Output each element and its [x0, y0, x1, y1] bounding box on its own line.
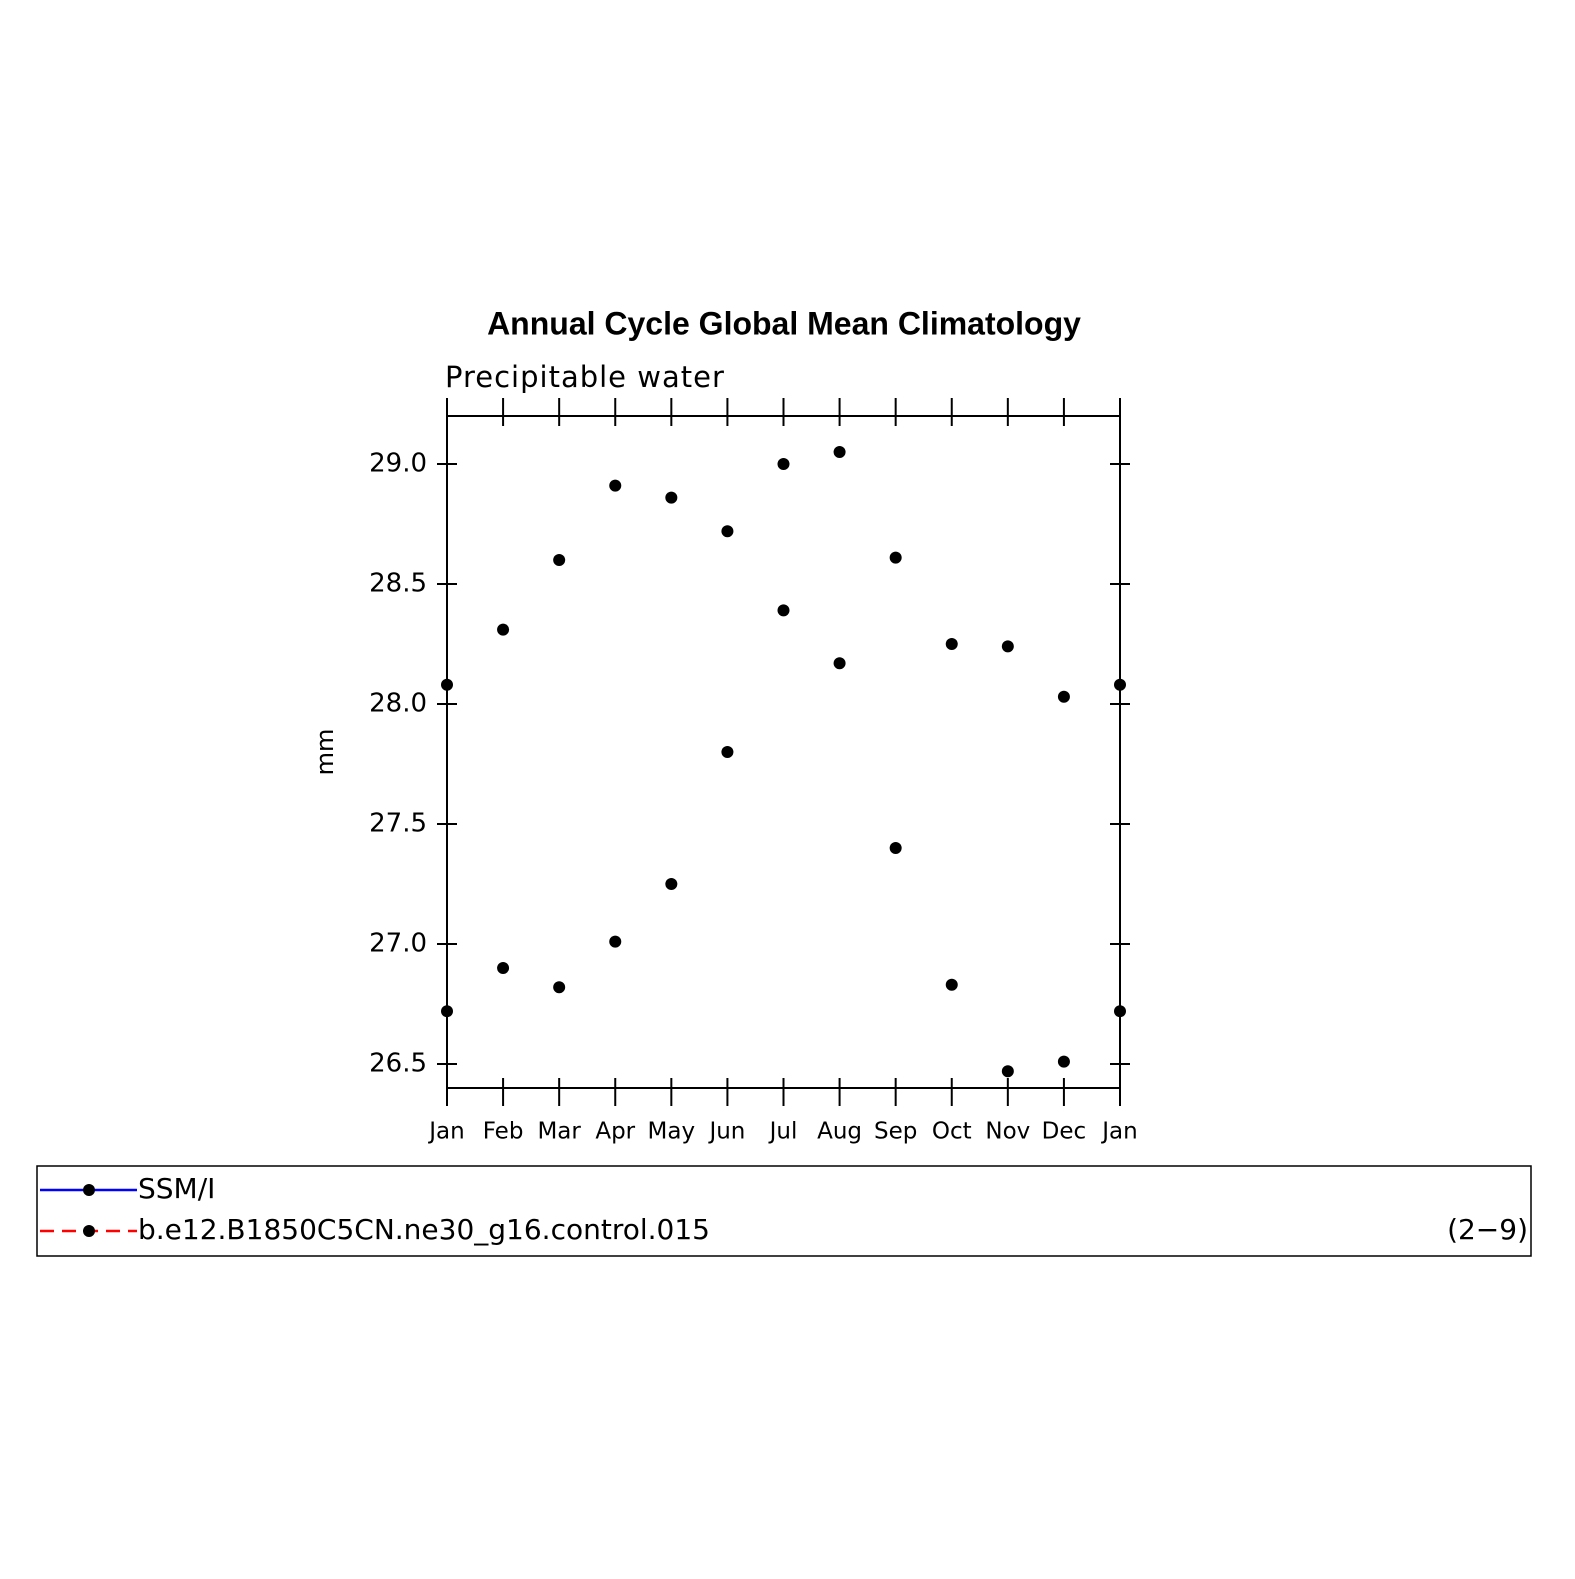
- y-tick-label: 27.0: [369, 929, 427, 959]
- x-tick-label: Nov: [985, 1119, 1030, 1145]
- legend-marker: [83, 1225, 95, 1237]
- data-point: [553, 981, 566, 994]
- data-point: [1057, 1055, 1070, 1068]
- data-point: [777, 604, 790, 617]
- data-point: [945, 978, 958, 991]
- legend-label: b.e12.B1850C5CN.ne30_g16.control.015: [138, 1213, 710, 1246]
- data-point: [609, 935, 622, 948]
- x-tick-label: Jul: [768, 1119, 798, 1145]
- chart-title: Annual Cycle Global Mean Climatology: [487, 305, 1081, 341]
- x-tick-label: Jun: [707, 1119, 745, 1145]
- x-tick-label: Feb: [483, 1119, 524, 1145]
- legend-box: [36, 1165, 1532, 1257]
- data-point: [1114, 1005, 1126, 1018]
- x-tick-label: Aug: [817, 1119, 862, 1145]
- legend-label: SSM/I: [138, 1172, 215, 1205]
- data-point: [497, 962, 510, 974]
- x-tick-label: Jan: [427, 1119, 464, 1145]
- x-tick-label: Oct: [932, 1119, 972, 1145]
- x-tick-label: Mar: [537, 1119, 581, 1145]
- y-tick-label: 28.5: [369, 569, 427, 599]
- data-point: [665, 491, 678, 504]
- data-point: [777, 458, 790, 470]
- y-tick-label: 29.0: [369, 449, 427, 479]
- data-point: [441, 678, 453, 691]
- x-tick-label: Dec: [1042, 1119, 1087, 1145]
- data-point: [833, 657, 846, 670]
- x-tick-label: May: [648, 1119, 696, 1145]
- y-tick-label: 26.5: [369, 1049, 427, 1079]
- data-point: [833, 446, 846, 458]
- data-point: [945, 638, 958, 650]
- data-point: [721, 746, 734, 758]
- data-point: [553, 554, 566, 566]
- x-tick-label: Apr: [595, 1119, 635, 1145]
- chart-subtitle: Precipitable water: [445, 360, 725, 394]
- data-point: [665, 878, 678, 890]
- data-point: [889, 842, 902, 854]
- data-point: [609, 479, 622, 492]
- data-point: [721, 525, 734, 538]
- data-point: [1057, 690, 1070, 703]
- data-point: [497, 623, 510, 636]
- data-point: [1001, 640, 1014, 653]
- data-point: [1001, 1065, 1014, 1078]
- y-axis-label: mm: [311, 729, 339, 776]
- legend-marker: [83, 1184, 95, 1196]
- data-point: [889, 551, 902, 564]
- y-tick-label: 27.5: [369, 809, 427, 839]
- data-point: [441, 1005, 453, 1018]
- data-point: [1114, 678, 1126, 691]
- x-tick-label: Sep: [874, 1119, 917, 1145]
- y-tick-label: 28.0: [369, 689, 427, 719]
- annotation: (2−9): [1447, 1213, 1528, 1246]
- x-tick-label: Jan: [1100, 1119, 1137, 1145]
